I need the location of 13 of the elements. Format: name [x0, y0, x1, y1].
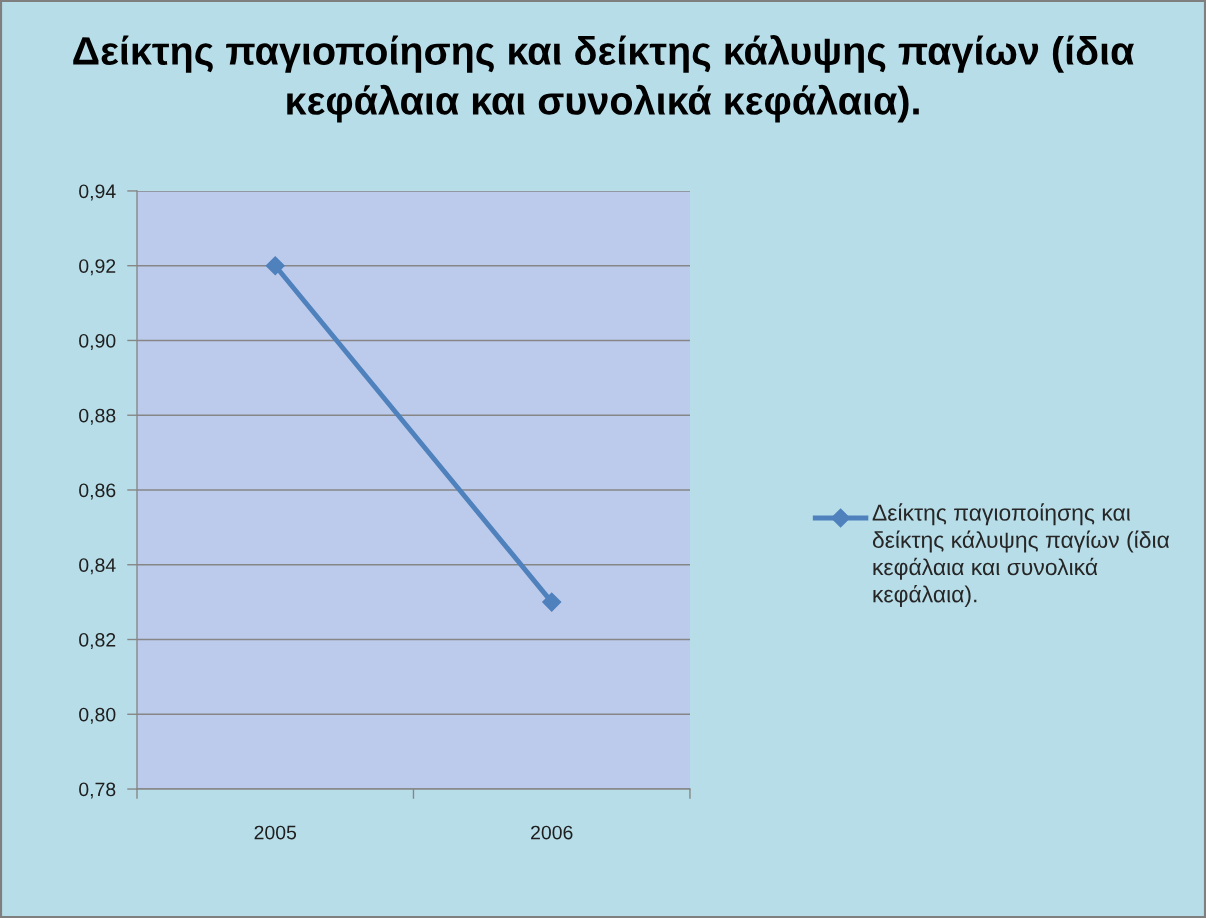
y-tick-label: 0,78	[79, 782, 116, 799]
x-tick-label: 2006	[531, 825, 573, 840]
y-tick-label: 0,82	[79, 632, 116, 650]
y-tick-label: 0,84	[79, 558, 116, 575]
legend-label: Δείκτης παγιοποίησης και δείκτης κάλυψης παγίων (ίδια κεφάλαια και συνολικά κεφάλαια).	[872, 503, 1170, 607]
y-tick-label: 0,80	[79, 707, 116, 724]
chart-title: Δείκτης παγιοποίησης και δείκτης κάλυψης παγίων (ίδια κεφάλαια και συνολικά κεφάλαια).	[73, 34, 1135, 123]
y-tick-label: 0,92	[79, 259, 116, 276]
y-tick-label: 0,88	[79, 408, 116, 425]
y-tick-label: 0,90	[79, 333, 116, 350]
x-tick-label: 2005	[254, 825, 297, 840]
y-tick-label: 0,94	[79, 184, 116, 201]
y-tick-label: 0,86	[79, 483, 116, 500]
